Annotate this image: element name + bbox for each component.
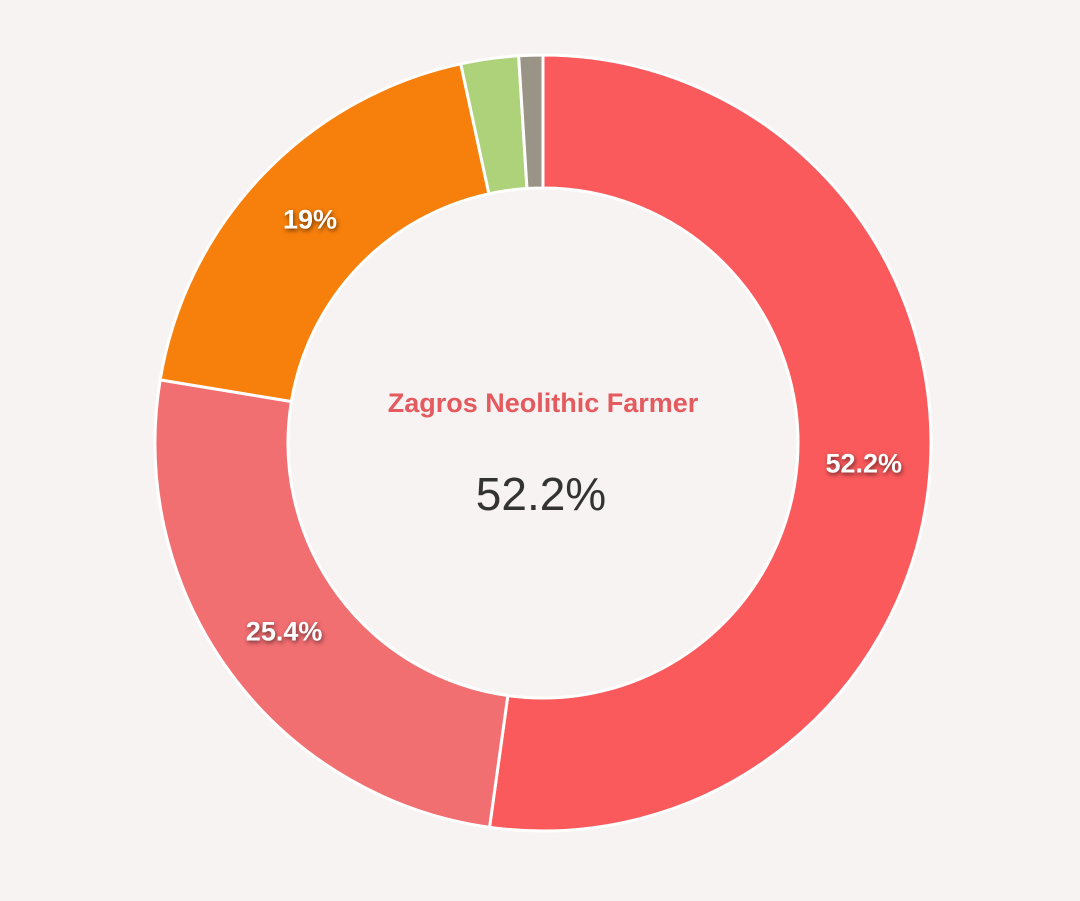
slice-label: 19% — [283, 205, 337, 235]
slice — [487, 53, 933, 833]
slice-label: 25.4% — [246, 617, 323, 647]
slice — [153, 378, 510, 829]
center-value: 52.2% — [476, 468, 606, 520]
slice-label: 52.2% — [825, 448, 902, 478]
donut — [153, 53, 933, 833]
slice — [158, 62, 491, 404]
slice — [517, 53, 545, 191]
center-title: Zagros Neolithic Farmer — [388, 388, 699, 418]
